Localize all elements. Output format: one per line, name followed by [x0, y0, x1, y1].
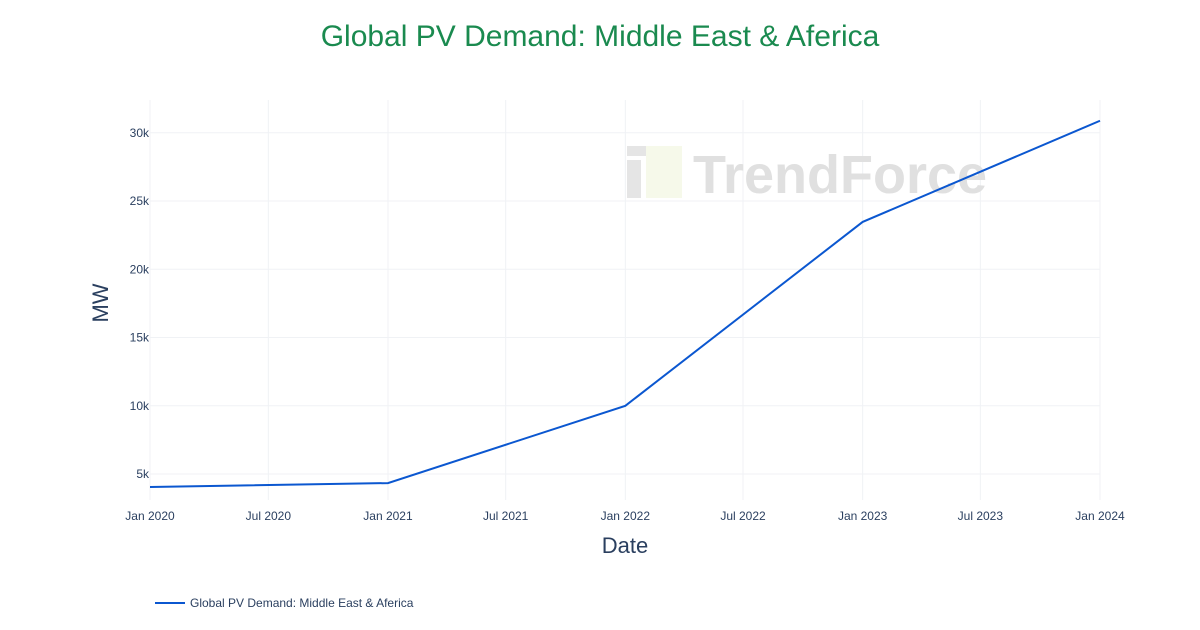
y-tick-label: 20k — [130, 262, 150, 276]
y-tick-label: 5k — [136, 467, 150, 481]
legend-swatch — [155, 602, 185, 604]
y-tick-label: 15k — [130, 331, 150, 345]
x-tick-label: Jul 2023 — [958, 509, 1004, 523]
chart-title: Global PV Demand: Middle East & Aferica — [320, 20, 880, 53]
x-tick-label: Jul 2020 — [246, 509, 292, 523]
x-tick-label: Jul 2021 — [483, 509, 529, 523]
y-tick-label: 25k — [130, 194, 150, 208]
y-tick-label: 30k — [130, 126, 150, 140]
x-axis-title: Date — [602, 533, 648, 558]
y-tick-label: 10k — [130, 399, 150, 413]
x-tick-label: Jan 2020 — [125, 509, 175, 523]
x-tick-label: Jan 2021 — [363, 509, 413, 523]
y-axis-title: MW — [88, 283, 113, 322]
legend-label: Global PV Demand: Middle East & Aferica — [190, 596, 414, 610]
watermark-logo — [627, 146, 682, 198]
x-tick-label: Jan 2023 — [838, 509, 888, 523]
legend[interactable]: Global PV Demand: Middle East & Aferica — [155, 596, 413, 610]
x-tick-label: Jan 2022 — [601, 509, 651, 523]
x-tick-label: Jan 2024 — [1075, 509, 1125, 523]
x-tick-label: Jul 2022 — [720, 509, 766, 523]
watermark-text: TrendForce — [693, 145, 987, 205]
